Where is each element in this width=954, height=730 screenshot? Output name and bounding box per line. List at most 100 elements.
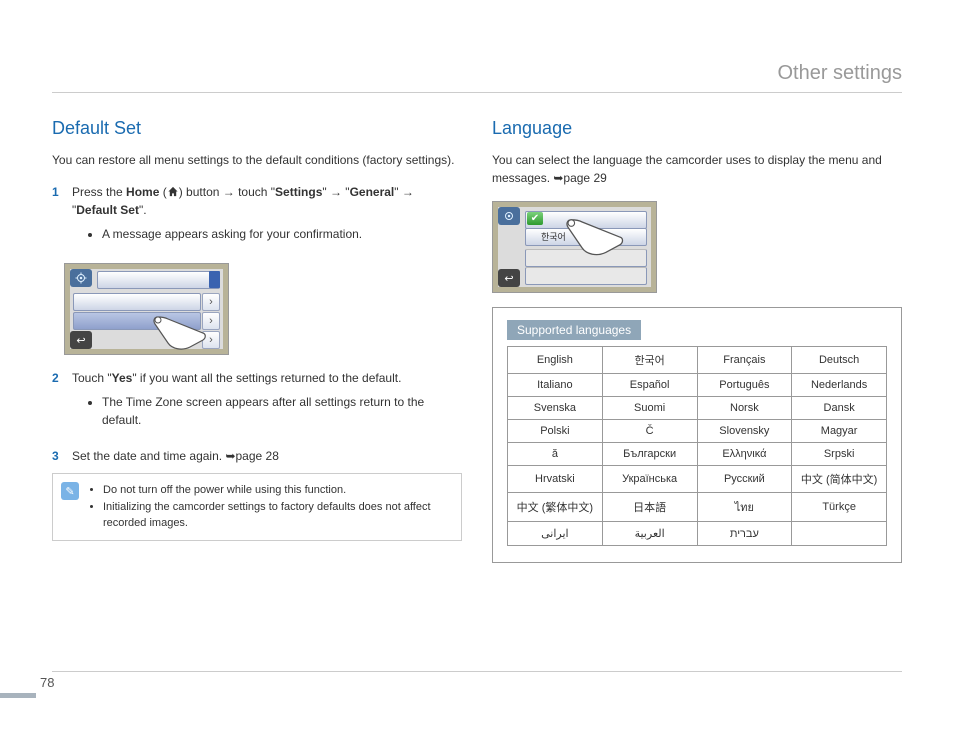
language-cell: Dansk [792, 397, 887, 420]
language-cell [792, 522, 887, 546]
language-cell: Slovensky [697, 420, 792, 443]
step1-text-c: ) button → touch " [179, 185, 275, 199]
intro-language-text: You can select the language the camcorde… [492, 153, 882, 185]
step-3: 3 Set the date and time again. ➥page 28 [52, 447, 462, 465]
supported-languages-label: Supported languages [507, 320, 641, 340]
table-row: ItalianoEspañolPortuguêsNederlands [508, 374, 887, 397]
back-icon: ↩ [70, 331, 92, 349]
step-body: Press the Home ( ) button → touch "Settin… [72, 183, 462, 253]
step-number: 3 [52, 447, 64, 465]
step-2: 2 Touch "Yes" if you want all the settin… [52, 369, 462, 439]
step-1: 1 Press the Home ( ) button → touch "Sett… [52, 183, 462, 253]
column-default-set: Default Set You can restore all menu set… [52, 60, 462, 563]
step1-general: General [350, 185, 395, 199]
step-number: 1 [52, 183, 64, 253]
language-cell: Srpski [792, 443, 887, 466]
menu-row-highlighted [73, 312, 201, 330]
language-cell: Українська [602, 466, 697, 493]
selected-language-label: 한국어 [541, 230, 566, 243]
language-cell: 中文 (繁体中文) [508, 493, 603, 522]
menu-row [97, 271, 220, 289]
chevron-right-icon: › [202, 312, 220, 330]
language-cell: Français [697, 347, 792, 374]
page-number: 78 [40, 675, 54, 690]
language-cell: Ελληνικά [697, 443, 792, 466]
step2-text-b: " if you want all the settings returned … [132, 371, 401, 385]
step2-yes: Yes [112, 371, 133, 385]
language-cell: Svenska [508, 397, 603, 420]
language-cell: Deutsch [792, 347, 887, 374]
language-cell: Polski [508, 420, 603, 443]
language-cell: Български [602, 443, 697, 466]
language-cell: ไทย [697, 493, 792, 522]
language-cell: Č [602, 420, 697, 443]
intro-language: You can select the language the camcorde… [492, 151, 902, 187]
language-cell: ă [508, 443, 603, 466]
page-side-marker [0, 693, 36, 698]
step2-text-a: Touch " [72, 371, 112, 385]
step1-settings: Settings [275, 185, 322, 199]
step1-text-a: Press the [72, 185, 126, 199]
step1-default: Default Set [76, 203, 139, 217]
language-cell: Nederlands [792, 374, 887, 397]
language-cell: ایرانی [508, 522, 603, 546]
language-cell: Suomi [602, 397, 697, 420]
step-body: Touch "Yes" if you want all the settings… [72, 369, 462, 439]
language-cell: Türkçe [792, 493, 887, 522]
language-cell: 日本語 [602, 493, 697, 522]
language-cell: 한국어 [602, 347, 697, 374]
table-row: HrvatskiУкраїнськаРусский中文 (简体中文) [508, 466, 887, 493]
language-cell: Español [602, 374, 697, 397]
check-icon: ✔ [527, 212, 543, 225]
step-body: Set the date and time again. ➥page 28 [72, 447, 462, 465]
back-icon: ↩ [498, 269, 520, 287]
menu-row-selected [525, 211, 647, 229]
supported-languages-box: Supported languages English한국어FrançaisDe… [492, 307, 902, 563]
language-cell: Português [697, 374, 792, 397]
language-cell: Русский [697, 466, 792, 493]
page-ref-28: ➥page 28 [225, 449, 278, 463]
step-number: 2 [52, 369, 64, 439]
step1-text-b: ( [159, 185, 166, 199]
language-cell: Magyar [792, 420, 887, 443]
table-row: SvenskaSuomiNorskDansk [508, 397, 887, 420]
step2-bullet: The Time Zone screen appears after all s… [102, 393, 462, 429]
illustration-language: ✔ 한국어 ↩ [492, 201, 657, 293]
page-title: Other settings [777, 62, 902, 85]
table-row: ایرانیالعربيةעברית [508, 522, 887, 546]
settings-tab-icon [498, 207, 520, 225]
language-table: English한국어FrançaisDeutschItalianoEspañol… [507, 346, 887, 546]
table-row: 中文 (繁体中文)日本語ไทยTürkçe [508, 493, 887, 522]
menu-row [525, 267, 647, 285]
language-cell: 中文 (简体中文) [792, 466, 887, 493]
column-language: Language You can select the language the… [492, 60, 902, 563]
divider-top [52, 92, 902, 93]
table-row: English한국어FrançaisDeutsch [508, 347, 887, 374]
note-item: Initializing the camcorder settings to f… [103, 499, 453, 532]
step1-text-f: ". [139, 203, 147, 217]
gear-icon [503, 210, 515, 222]
step1-bullet: A message appears asking for your confir… [102, 225, 462, 243]
table-row: ăБългарскиΕλληνικάSrpski [508, 443, 887, 466]
page-ref-29: ➥page 29 [553, 171, 606, 185]
table-row: PolskiČSlovenskyMagyar [508, 420, 887, 443]
step1-home: Home [126, 185, 159, 199]
scrollbar-thumb [209, 271, 220, 288]
settings-tab-icon [70, 269, 92, 287]
note-icon: ✎ [61, 482, 79, 500]
step1-text-d: " → " [322, 185, 349, 199]
language-cell: Hrvatski [508, 466, 603, 493]
language-cell: English [508, 347, 603, 374]
home-icon [167, 186, 179, 197]
heading-default-set: Default Set [52, 118, 462, 139]
divider-bottom [52, 671, 902, 672]
intro-default-set: You can restore all menu settings to the… [52, 151, 462, 169]
menu-row [73, 293, 201, 311]
chevron-right-icon: › [202, 293, 220, 311]
heading-language: Language [492, 118, 902, 139]
chevron-right-icon: › [202, 331, 220, 349]
illustration-default-set: › › › ↩ [64, 263, 229, 355]
note-box: ✎ Do not turn off the power while using … [52, 473, 462, 541]
language-cell: Italiano [508, 374, 603, 397]
language-cell: עברית [697, 522, 792, 546]
